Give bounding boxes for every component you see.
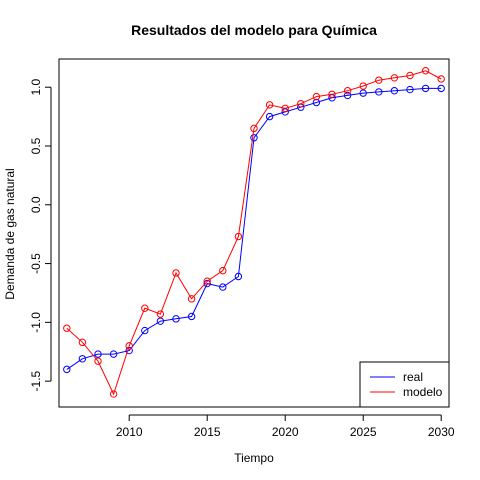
data-point-modelo (359, 82, 367, 90)
data-point-modelo (109, 390, 118, 398)
data-point-modelo (437, 75, 445, 83)
data-point-real (343, 91, 352, 100)
data-point-real (234, 272, 243, 281)
data-point-real (250, 134, 258, 142)
data-point-real (390, 87, 399, 95)
data-point-modelo (156, 310, 165, 318)
data-point-real (265, 112, 274, 121)
data-point-real (437, 84, 445, 93)
series-line-real (66, 87, 442, 370)
data-point-modelo (312, 92, 321, 101)
data-point-modelo (281, 104, 289, 113)
series-line-modelo (66, 70, 442, 396)
y-tick-label: -1.0 (29, 312, 43, 333)
data-point-modelo (421, 67, 430, 75)
data-point-real (375, 88, 383, 96)
y-tick-label: 0.5 (29, 137, 43, 154)
x-tick-label: 2030 (428, 425, 455, 439)
x-axis-label: Tiempo (234, 451, 274, 465)
data-point-real (312, 98, 321, 107)
data-point-real (406, 85, 414, 94)
data-point-modelo (78, 338, 87, 347)
chart-title: Resultados del modelo para Química (131, 22, 377, 38)
x-tick-label: 2015 (194, 425, 221, 439)
data-point-modelo (406, 71, 414, 80)
data-point-modelo (250, 124, 258, 133)
data-point-real (109, 350, 118, 358)
legend-box (359, 361, 450, 408)
legend-label-real: real (403, 370, 423, 384)
data-point-modelo (234, 232, 243, 241)
y-tick-label: 1.0 (29, 79, 43, 96)
data-point-modelo (219, 266, 227, 275)
data-point-modelo (203, 277, 211, 285)
x-tick-label: 2020 (272, 425, 299, 439)
data-point-modelo (328, 90, 336, 98)
data-point-real (172, 315, 180, 323)
data-point-real (141, 326, 149, 335)
data-point-modelo (63, 324, 71, 332)
data-point-real (203, 279, 211, 288)
data-point-real (421, 84, 430, 93)
data-point-modelo (343, 87, 352, 95)
plot-frame (58, 58, 450, 408)
data-point-real (63, 365, 71, 374)
data-point-real (78, 355, 87, 363)
x-tick-label: 2010 (116, 425, 143, 439)
data-point-real (94, 350, 102, 358)
data-point-modelo (265, 101, 274, 109)
y-tick-label: 0.0 (29, 196, 43, 213)
legend-label-modelo: modelo (403, 385, 443, 399)
series-group (63, 67, 445, 398)
data-point-modelo (375, 76, 383, 84)
y-tick-label: -0.5 (29, 253, 43, 274)
y-axis-label: Demanda de gas natural (3, 168, 17, 299)
axes: 2010 2015 2020 2025 2030 -1.5 -1.0 -0.5 0.0 0.5 1.… (29, 58, 455, 439)
y-tick-label: -1.5 (29, 370, 43, 391)
data-point-modelo (125, 342, 133, 350)
data-point-real (156, 317, 165, 325)
data-point-modelo (172, 269, 180, 277)
data-point-modelo (94, 357, 102, 365)
data-point-modelo (187, 295, 196, 303)
data-point-modelo (297, 99, 305, 108)
data-point-real (359, 89, 367, 97)
data-point-real (219, 283, 227, 291)
x-tick-label: 2025 (350, 425, 377, 439)
data-point-real (187, 312, 196, 321)
data-point-modelo (390, 74, 399, 82)
data-point-modelo (141, 304, 149, 312)
